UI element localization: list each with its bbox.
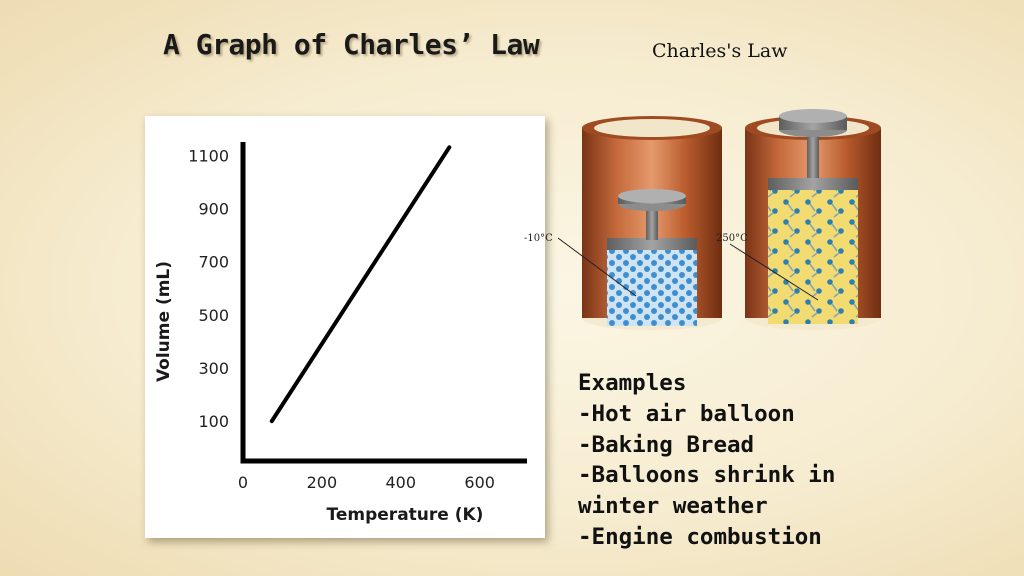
hot-cylinder: 250°C	[716, 109, 881, 330]
y-tick-label: 300	[198, 359, 229, 378]
y-tick-label: 900	[198, 199, 229, 218]
x-tick-label: 200	[307, 473, 338, 492]
hot-gas-molecules	[768, 188, 858, 324]
y-tick-label: 700	[198, 253, 229, 272]
x-tick-label: 400	[386, 473, 417, 492]
y-tick-label: 1100	[188, 146, 229, 165]
hot-temperature-label: 250°C	[716, 233, 748, 244]
cold-gas-molecules	[607, 248, 697, 326]
y-tick-label: 500	[198, 306, 229, 325]
y-axis-title: Volume (mL)	[154, 261, 174, 382]
example-item: -Baking Bread	[578, 431, 755, 458]
example-item: -Hot air balloon	[578, 400, 795, 427]
example-item: winter weather	[578, 493, 768, 520]
chart-svg: 100 300 500 700 900 1100 0 200 400 600 Temperatu…	[154, 142, 527, 525]
charles-law-graph: 100 300 500 700 900 1100 0 200 400 600 Temperatu…	[145, 116, 545, 538]
example-item: -Engine combustion	[578, 523, 822, 550]
examples-list: Examples -Hot air balloon -Baking Bread …	[578, 368, 1018, 553]
y-tick-label: 100	[198, 412, 229, 431]
cylinder-illustration: -10°C 250°C	[518, 98, 898, 340]
cold-cylinder: -10°C	[524, 116, 722, 330]
x-tick-label: 600	[464, 473, 495, 492]
x-tick-label: 0	[238, 473, 248, 492]
slide-title: A Graph of Charles’ Law	[163, 28, 540, 61]
illustration-caption: Charles's Law	[652, 40, 788, 62]
example-item: -Balloons shrink in	[578, 462, 836, 489]
cold-temperature-label: -10°C	[524, 233, 553, 244]
examples-heading: Examples	[578, 370, 687, 396]
hot-piston	[768, 178, 858, 190]
x-axis-title: Temperature (K)	[327, 505, 484, 525]
x-tick-labels: 0 200 400 600	[238, 473, 495, 492]
cold-piston	[607, 238, 697, 250]
y-tick-labels: 100 300 500 700 900 1100	[188, 146, 229, 431]
series-line	[269, 145, 452, 424]
data-series	[269, 145, 452, 424]
